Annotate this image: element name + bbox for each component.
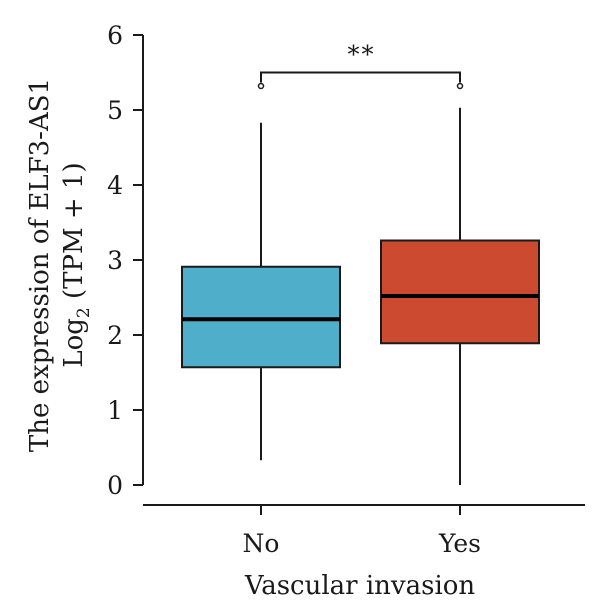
y-axis-title-log: Log — [59, 318, 89, 368]
y-tick-label: 6 — [107, 21, 123, 50]
y-tick-label: 4 — [107, 171, 123, 200]
box-yes — [380, 107, 540, 485]
box-body — [380, 239, 540, 345]
y-axis-title-subscript: 2 — [74, 307, 94, 318]
y-ticks: 0 1 2 3 4 5 6 — [107, 21, 143, 500]
significance-label: ** — [348, 41, 376, 69]
y-axis-title-line1: The expression of ELF3-AS1 — [25, 78, 55, 452]
boxes — [181, 107, 540, 485]
significance-bracket-line — [260, 71, 461, 83]
outlier-point — [257, 82, 265, 90]
x-ticks: No Yes — [243, 505, 481, 558]
y-tick-label: 3 — [107, 246, 123, 275]
y-axis-title-unit: (TPM + 1) — [59, 162, 89, 307]
x-tick-label-no: No — [243, 529, 280, 558]
significance-bracket: ** — [260, 41, 461, 83]
y-tick-label: 0 — [107, 471, 123, 500]
x-tick-label-yes: Yes — [438, 529, 481, 558]
box-body — [181, 265, 341, 369]
box-no — [181, 122, 341, 461]
x-axis-title: Vascular invasion — [244, 571, 476, 601]
y-tick-label: 2 — [107, 321, 123, 350]
y-axis-title-line2: Log2 (TPM + 1) — [59, 162, 94, 367]
y-tick-label: 5 — [107, 96, 123, 125]
y-tick-label: 1 — [107, 396, 123, 425]
outliers — [257, 82, 464, 90]
y-axis-title: The expression of ELF3-AS1 Log2 (TPM + 1… — [25, 78, 94, 452]
outlier-point — [456, 82, 464, 90]
